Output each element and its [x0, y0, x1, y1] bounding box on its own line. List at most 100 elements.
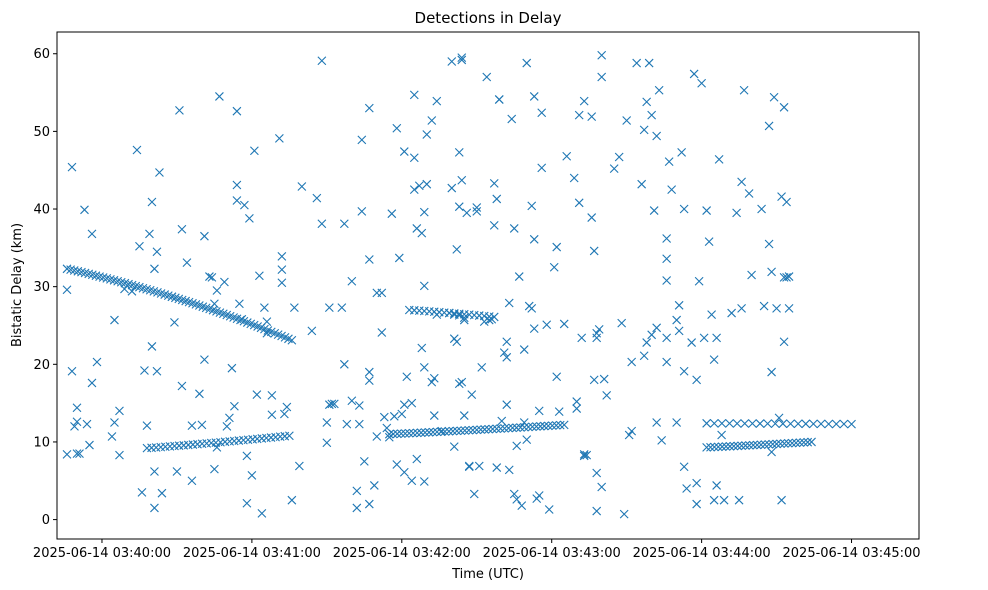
data-point [459, 411, 469, 420]
data-point [444, 426, 454, 436]
data-point [420, 428, 430, 437]
data-point [452, 426, 462, 436]
data-point [459, 313, 469, 323]
data-point [227, 363, 237, 373]
data-point [602, 390, 612, 400]
data-point [704, 237, 714, 247]
data-point [62, 449, 72, 459]
data-point [85, 440, 94, 450]
data-point [472, 203, 482, 212]
x-tick-label: 2025-06-14 03:43:00 [483, 546, 621, 561]
data-point [277, 278, 287, 288]
data-point [714, 154, 724, 164]
data-point [717, 442, 727, 452]
data-point [592, 506, 602, 516]
data-point [679, 204, 689, 214]
data-point [210, 464, 219, 474]
data-point [529, 92, 539, 101]
data-point [184, 297, 194, 307]
data-point [801, 419, 811, 429]
points-layer [62, 50, 856, 519]
data-point [480, 425, 490, 434]
data-point [307, 326, 317, 336]
data-point [70, 422, 79, 431]
data-point [534, 491, 544, 500]
data-point [522, 58, 532, 68]
data-point [222, 422, 232, 431]
data-point [392, 429, 402, 439]
data-point [72, 449, 82, 458]
data-point [712, 481, 722, 490]
data-point [597, 50, 607, 60]
data-point [152, 247, 162, 257]
data-point [662, 234, 672, 243]
data-point [824, 419, 834, 429]
data-point [657, 436, 667, 445]
data-point [767, 267, 776, 277]
data-point [394, 253, 404, 263]
data-point [399, 400, 409, 410]
data-point [619, 509, 629, 519]
data-point [717, 418, 727, 428]
data-point [774, 413, 784, 423]
data-point [537, 108, 547, 118]
data-point [725, 419, 734, 428]
data-point [152, 366, 162, 376]
data-point [489, 220, 499, 230]
data-point [504, 465, 514, 475]
data-point [514, 272, 524, 281]
data-point [150, 264, 159, 274]
data-point [354, 419, 364, 429]
data-point [574, 198, 584, 208]
data-point [737, 441, 746, 451]
data-point [579, 96, 589, 106]
data-point [662, 357, 672, 367]
data-point [516, 423, 525, 432]
data-point [592, 468, 602, 478]
data-point [177, 224, 187, 234]
data-point [599, 374, 609, 384]
x-tick-label: 2025-06-14 03:41:00 [183, 546, 321, 561]
data-point [512, 423, 521, 433]
data-point [664, 157, 674, 167]
data-point [772, 439, 781, 449]
data-point [447, 57, 457, 66]
data-point [417, 228, 427, 238]
data-point [67, 366, 77, 376]
data-point [517, 501, 527, 511]
data-point [519, 345, 529, 354]
data-point [472, 206, 482, 216]
data-point [652, 323, 662, 333]
data-point [110, 418, 119, 427]
data-point [497, 416, 507, 426]
data-point [579, 449, 589, 459]
data-point [662, 276, 672, 285]
data-point [542, 320, 552, 330]
data-point [577, 333, 587, 343]
data-point [252, 390, 262, 399]
data-point [776, 439, 785, 449]
data-point [737, 304, 746, 313]
data-point [110, 315, 119, 325]
data-point [460, 426, 470, 435]
data-point [755, 419, 765, 428]
data-point [447, 183, 457, 193]
data-point [559, 319, 569, 329]
data-point [147, 342, 157, 351]
data-point [709, 418, 719, 428]
data-point [725, 441, 735, 451]
data-point [232, 180, 242, 190]
data-point [457, 175, 467, 185]
chart-title: Detections in Delay [415, 9, 562, 27]
data-point [597, 72, 607, 82]
data-point [364, 367, 374, 377]
data-point [697, 78, 707, 88]
data-point [454, 202, 464, 212]
data-point [87, 270, 97, 280]
data-point [232, 106, 242, 116]
data-point [674, 300, 684, 310]
data-point [667, 185, 677, 195]
data-point [710, 442, 719, 452]
data-point [297, 182, 307, 191]
data-point [531, 422, 541, 431]
